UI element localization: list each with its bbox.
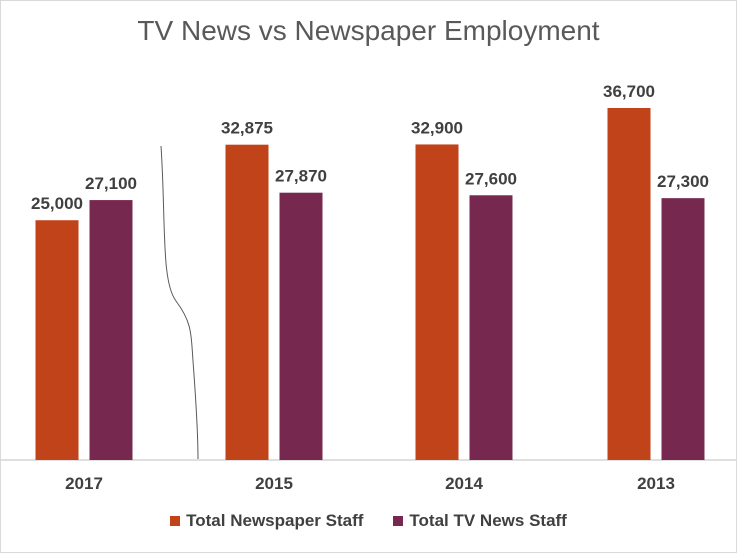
x-tick-label-2013: 2013 (637, 474, 675, 493)
legend-item-tv: Total TV News Staff (393, 511, 567, 531)
data-label-total-newspaper-staff-2017: 25,000 (31, 194, 83, 213)
bar-total-newspaper-staff-2014 (415, 144, 459, 460)
legend-swatch-newspaper (170, 516, 181, 526)
x-tick-label-2014: 2014 (445, 474, 483, 493)
data-label-total-tv-news-staff-2014: 27,600 (465, 169, 517, 188)
x-tick-label-2017: 2017 (65, 474, 103, 493)
data-label-total-newspaper-staff-2014: 32,900 (411, 118, 463, 137)
x-tick-label-2015: 2015 (255, 474, 293, 493)
legend-item-newspaper: Total Newspaper Staff (170, 511, 363, 531)
bar-total-tv-news-staff-2017 (89, 200, 133, 460)
bars (35, 108, 705, 461)
chart-title: TV News vs Newspaper Employment (137, 15, 600, 46)
bar-total-tv-news-staff-2013 (661, 198, 705, 461)
legend-swatch-tv (393, 516, 404, 526)
bar-total-newspaper-staff-2015 (225, 144, 269, 460)
bar-total-newspaper-staff-2013 (607, 108, 651, 460)
data-label-total-tv-news-staff-2015: 27,870 (275, 167, 327, 186)
legend-label-tv: Total TV News Staff (409, 511, 567, 530)
bar-total-tv-news-staff-2014 (469, 195, 513, 461)
axis-break-line (160, 145, 199, 460)
bar-total-newspaper-staff-2017 (35, 220, 79, 460)
data-label-total-tv-news-staff-2013: 27,300 (657, 172, 709, 191)
x-tick-labels: 2017 2015 2014 2013 (65, 474, 675, 493)
legend-label-newspaper: Total Newspaper Staff (186, 511, 364, 530)
data-label-total-tv-news-staff-2017: 27,100 (85, 174, 137, 193)
bar-total-tv-news-staff-2015 (279, 192, 323, 460)
data-label-total-newspaper-staff-2015: 32,875 (221, 119, 273, 138)
legend: Total Newspaper Staff Total TV News Staf… (1, 511, 736, 531)
data-label-total-newspaper-staff-2013: 36,700 (603, 82, 655, 101)
